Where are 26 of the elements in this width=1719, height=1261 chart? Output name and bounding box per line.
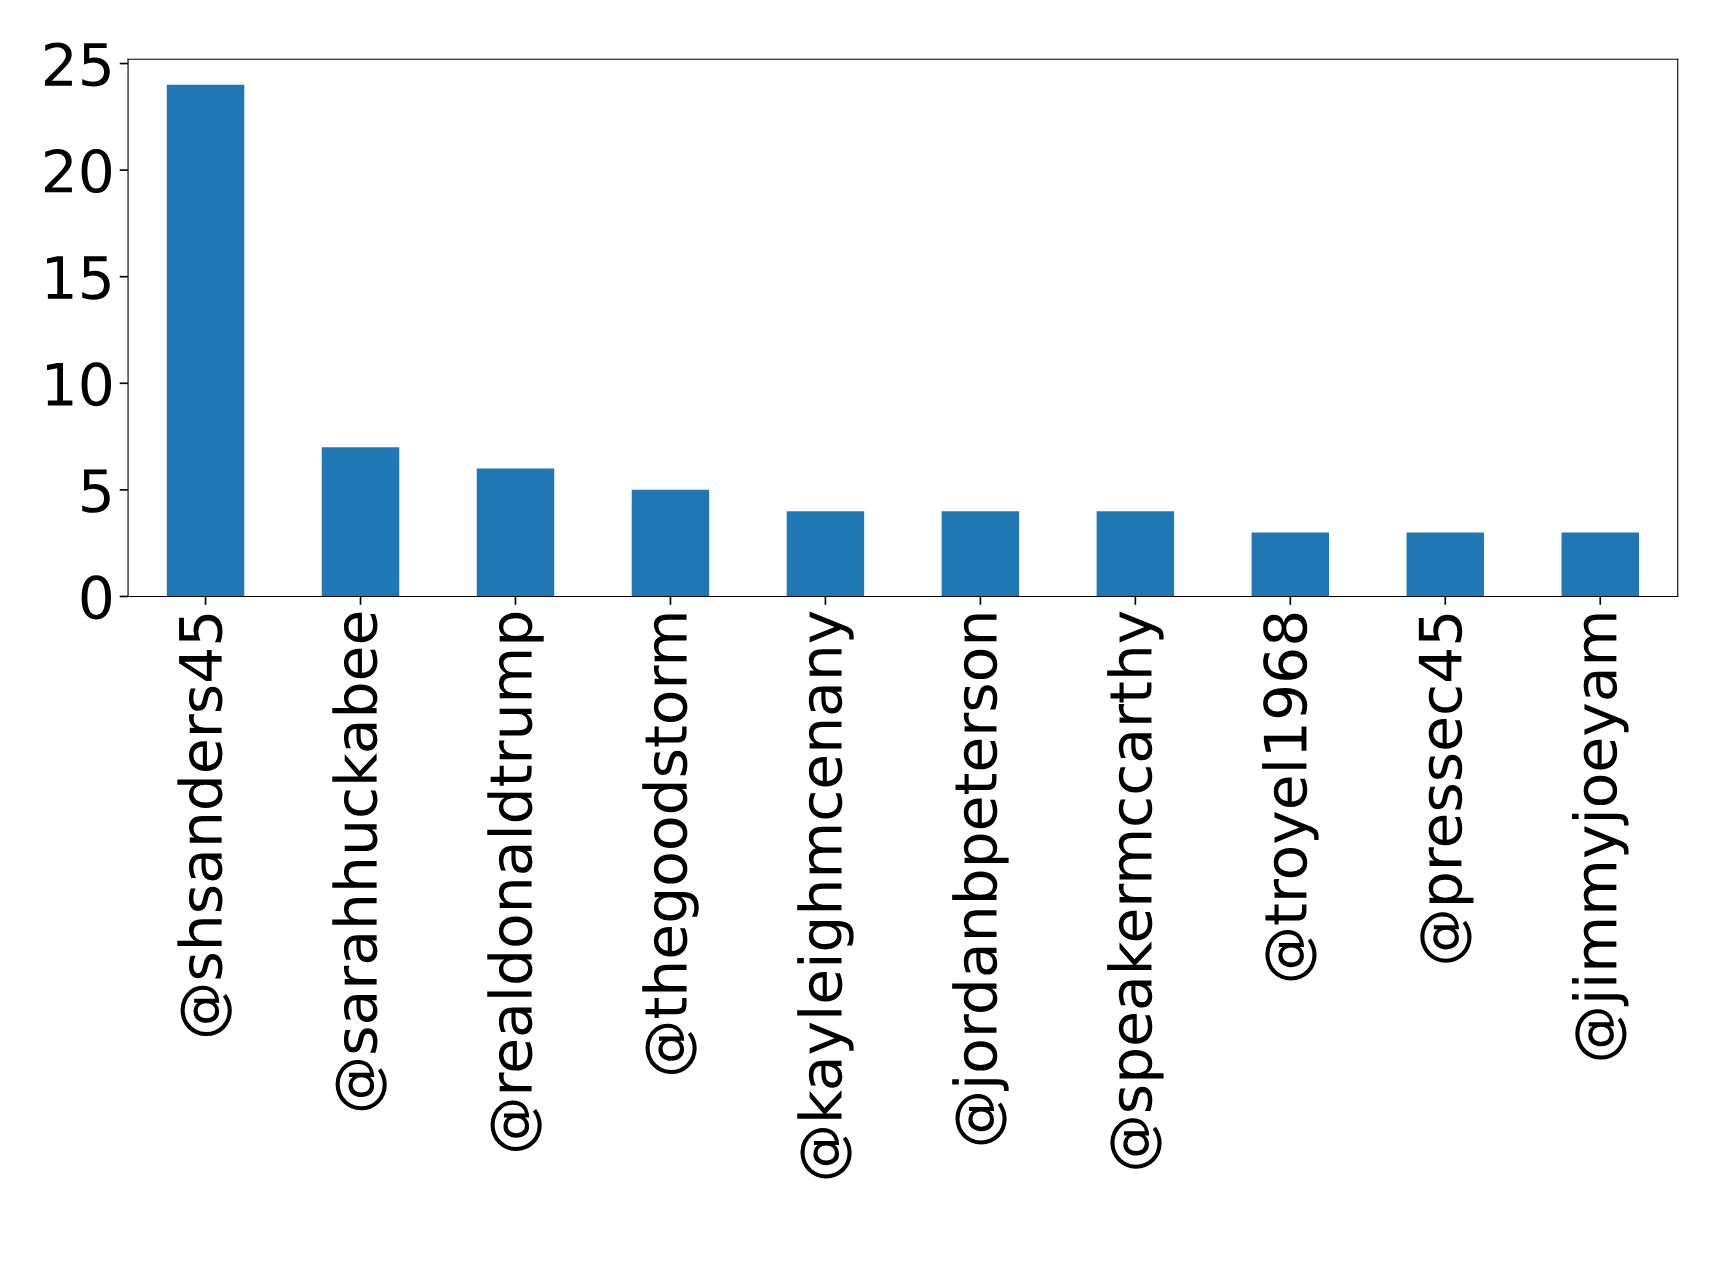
y-tick-label: 0: [81, 575, 111, 620]
x-tick-label: @kayleighmcenany: [797, 611, 854, 1179]
y-tick-label: 25: [44, 42, 110, 87]
x-tick-label: @pressec45: [1418, 614, 1474, 963]
y-tick-label: 20: [44, 148, 111, 194]
x-tick-label: @shsanders45: [177, 614, 232, 1037]
x-tick-label: @jordanbpeterson: [952, 614, 1009, 1145]
bar: [1096, 511, 1175, 597]
y-tick-label: 10: [47, 362, 111, 407]
bar: [476, 468, 555, 597]
bar: [786, 511, 865, 597]
bar: [321, 447, 400, 597]
bar: [941, 511, 1020, 597]
x-tick-label: @realdonaldtrump: [487, 612, 544, 1151]
x-tick-label: @sarahhuckabee: [332, 612, 387, 1111]
bar: [1251, 532, 1330, 597]
y-tick-label: 15: [47, 256, 110, 300]
bar: [166, 84, 245, 597]
y-tick-label: 5: [82, 469, 110, 513]
x-tick-label: @thegoodstorm: [642, 614, 699, 1075]
x-tick-label: @jimmyjoeyam: [1572, 614, 1629, 1060]
bar: [1406, 532, 1485, 597]
x-tick-label: @troyel1968: [1262, 613, 1319, 981]
bar: [1561, 532, 1639, 597]
bar: [631, 489, 710, 597]
x-tick-label: @speakermccarthy: [1107, 611, 1164, 1169]
